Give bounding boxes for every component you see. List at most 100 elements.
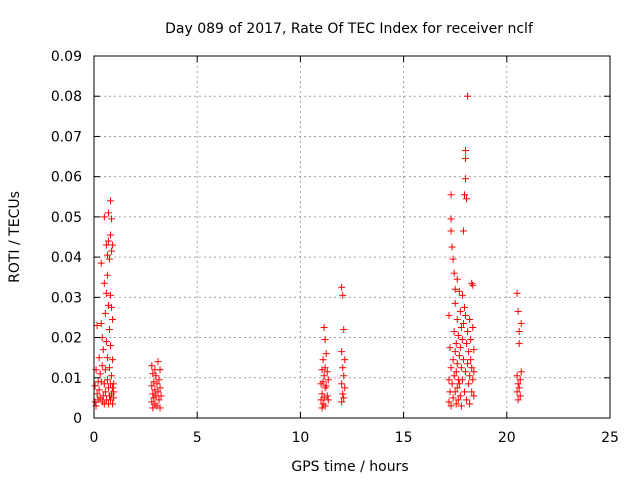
data-point <box>109 315 117 323</box>
data-point <box>107 197 115 205</box>
data-point <box>318 390 326 398</box>
data-point <box>459 319 467 327</box>
data-point <box>449 394 457 402</box>
data-point <box>103 354 111 362</box>
data-point <box>462 175 470 183</box>
data-point <box>453 360 461 368</box>
data-point <box>101 366 109 374</box>
data-point <box>324 376 332 384</box>
data-point <box>456 307 464 315</box>
data-point <box>110 380 118 388</box>
data-point <box>516 376 524 384</box>
data-point <box>340 326 348 334</box>
data-point <box>319 378 327 386</box>
y-tick-label: 0.08 <box>51 89 82 105</box>
x-tick-label: 10 <box>291 430 309 446</box>
data-point <box>97 319 105 327</box>
data-point <box>93 390 101 398</box>
y-axis-label: ROTI / TECUs <box>7 191 23 283</box>
data-point <box>101 309 109 317</box>
data-point <box>451 299 459 307</box>
data-point <box>457 402 465 410</box>
data-point <box>514 307 522 315</box>
data-point <box>157 392 165 400</box>
data-point <box>97 259 105 267</box>
data-point <box>469 376 477 384</box>
data-point <box>452 340 460 348</box>
data-point <box>465 380 473 388</box>
data-point <box>456 392 464 400</box>
data-point <box>148 362 156 370</box>
data-point <box>322 350 330 358</box>
data-point <box>460 303 468 311</box>
data-point <box>156 384 164 392</box>
data-point <box>463 195 471 203</box>
data-point <box>155 376 163 384</box>
data-point <box>320 324 328 331</box>
y-tick-label: 0.09 <box>51 49 82 65</box>
data-point <box>517 368 525 376</box>
data-point <box>457 364 465 372</box>
data-point <box>446 344 454 352</box>
data-point <box>458 291 466 299</box>
data-point <box>513 372 521 380</box>
data-point <box>102 289 110 297</box>
data-point <box>105 326 113 334</box>
data-point <box>96 370 104 378</box>
data-point <box>517 319 525 327</box>
data-point <box>109 241 117 249</box>
data-point <box>101 388 109 396</box>
data-point <box>466 372 474 380</box>
data-point <box>448 243 456 251</box>
data-point <box>339 291 347 299</box>
data-point <box>91 382 99 390</box>
data-point <box>516 392 524 400</box>
data-point <box>339 364 347 372</box>
data-point <box>470 346 478 354</box>
grid-lines <box>94 56 610 418</box>
data-point <box>453 384 461 392</box>
data-point <box>450 328 458 336</box>
data-point <box>156 366 164 374</box>
y-tick-label: 0.04 <box>51 250 82 266</box>
data-point <box>466 400 474 408</box>
y-tick-label: 0.03 <box>51 290 82 306</box>
data-point <box>454 332 462 340</box>
data-point <box>102 241 110 249</box>
x-axis-label: GPS time / hours <box>291 459 408 475</box>
data-point <box>467 356 475 364</box>
y-tick-label: 0.07 <box>51 129 82 145</box>
data-point <box>466 315 474 323</box>
data-point <box>95 386 103 394</box>
data-point <box>450 269 458 277</box>
data-point <box>467 336 475 344</box>
plot-frame <box>93 55 611 419</box>
y-tick-label: 0 <box>73 411 82 427</box>
data-point <box>453 315 461 323</box>
data-point <box>469 281 477 289</box>
data-point <box>320 372 328 380</box>
data-point <box>108 215 116 223</box>
data-point <box>340 372 348 380</box>
data-point <box>460 388 468 396</box>
y-tick-label: 0.05 <box>51 210 82 226</box>
data-point <box>324 396 332 404</box>
data-point <box>321 364 329 372</box>
data-point <box>108 247 116 255</box>
data-point <box>470 392 478 400</box>
y-tick-label: 0.01 <box>51 371 82 387</box>
data-point <box>323 368 331 376</box>
data-point <box>455 380 463 388</box>
data-point <box>148 382 156 390</box>
data-point <box>103 251 111 259</box>
data-point <box>338 398 346 406</box>
data-point <box>154 388 162 396</box>
x-tick-label: 15 <box>395 430 413 446</box>
data-point <box>456 344 464 352</box>
data-point <box>453 275 461 283</box>
data-point <box>323 392 331 400</box>
data-point <box>451 285 459 293</box>
data-point <box>445 376 453 384</box>
data-point <box>339 390 347 398</box>
